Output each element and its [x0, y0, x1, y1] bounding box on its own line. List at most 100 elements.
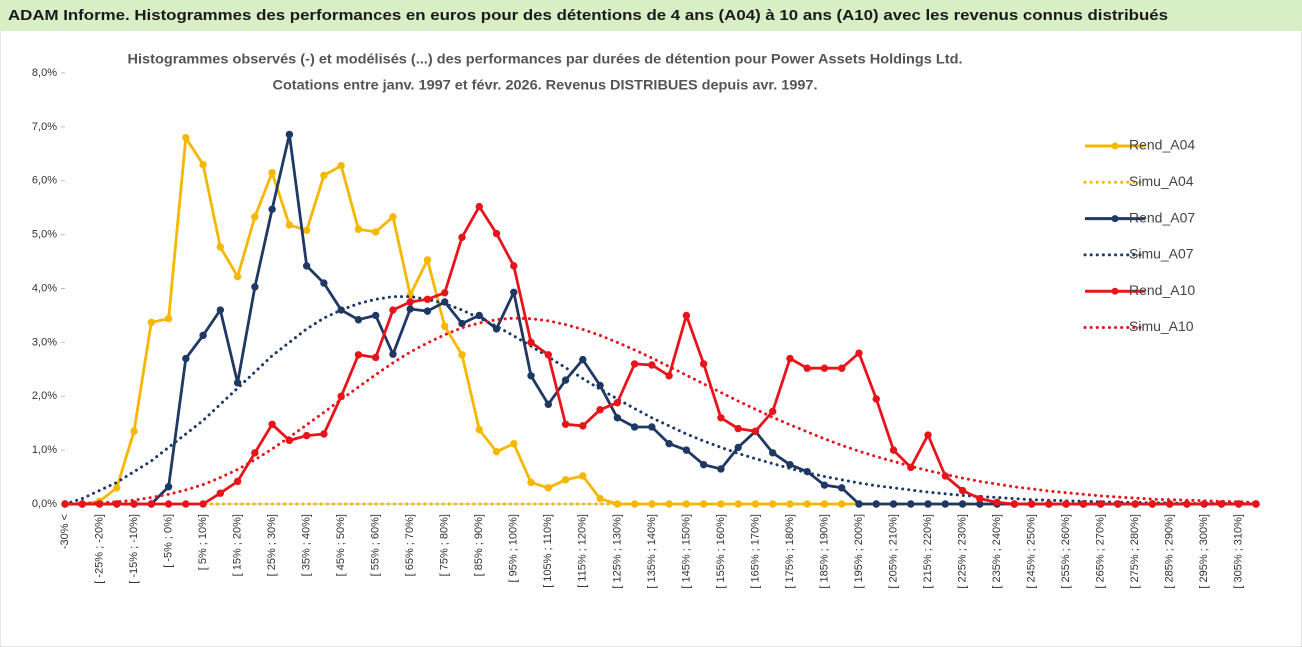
x-tick-label: [ 285% ; 290%] — [1164, 514, 1176, 589]
data-point — [492, 448, 501, 456]
data-point — [475, 202, 483, 211]
legend-label: Simu_A04 — [1129, 173, 1194, 189]
data-point — [371, 353, 380, 362]
data-point — [527, 478, 535, 487]
data-point — [216, 243, 225, 251]
x-tick-label: [ 5% ; 10%] — [197, 514, 209, 570]
data-point — [1183, 500, 1191, 508]
data-point — [648, 423, 656, 431]
data-point — [285, 130, 294, 139]
x-tick-label: [ 125% ; 130%] — [611, 514, 623, 589]
data-point — [147, 318, 156, 327]
data-point — [561, 376, 570, 384]
data-point — [389, 213, 397, 221]
data-point — [596, 406, 604, 414]
data-point — [855, 349, 863, 357]
data-point — [406, 305, 414, 313]
data-point — [872, 500, 880, 508]
data-point — [1165, 500, 1174, 508]
data-point — [820, 481, 829, 489]
data-point — [803, 364, 811, 372]
x-tick-label: [ 175% ; 180%] — [784, 514, 796, 589]
x-tick-label: [ -25% ; -20%] — [93, 514, 105, 584]
data-point — [441, 322, 449, 330]
y-tick-label: 8,0% — [32, 67, 57, 79]
data-point — [389, 350, 397, 358]
chart-title: Histogrammes observés (-) et modélisés (… — [128, 51, 963, 67]
data-point — [371, 228, 380, 236]
data-point — [130, 427, 138, 435]
data-point — [320, 430, 328, 438]
data-point — [1045, 500, 1053, 508]
data-point — [544, 484, 553, 492]
x-tick-label: [ 205% ; 210%] — [887, 514, 899, 589]
data-point — [268, 168, 276, 177]
data-point — [786, 354, 794, 363]
x-tick-label: [ 275% ; 280%] — [1129, 514, 1141, 589]
data-point — [199, 331, 207, 340]
legend-marker — [1111, 287, 1119, 295]
y-tick-label: 0,0% — [32, 498, 57, 510]
data-point — [734, 443, 742, 452]
data-point — [630, 360, 639, 368]
x-tick-label: [ 75% ; 80%] — [439, 514, 451, 576]
data-point — [320, 279, 328, 287]
data-point — [182, 500, 190, 508]
data-point — [147, 500, 156, 508]
data-point — [113, 484, 121, 492]
legend-label: Simu_A10 — [1129, 318, 1194, 334]
data-point — [285, 221, 294, 229]
data-point — [406, 298, 414, 306]
data-point — [164, 500, 173, 508]
y-tick-label: 6,0% — [32, 175, 57, 187]
data-point — [233, 272, 242, 281]
data-point — [941, 500, 950, 508]
data-point — [820, 364, 829, 372]
data-point — [1062, 500, 1070, 508]
data-point — [699, 360, 708, 368]
series-line — [65, 205, 1256, 506]
x-tick-label: [ 115% ; 120%] — [577, 514, 589, 588]
data-point — [527, 372, 535, 380]
x-tick-label: [ 45% ; 50%] — [335, 514, 347, 576]
data-point — [475, 425, 483, 434]
data-point — [838, 484, 846, 492]
data-point — [423, 295, 432, 303]
data-point — [924, 500, 932, 508]
data-point — [786, 460, 794, 469]
data-point — [164, 483, 173, 491]
data-point — [233, 477, 242, 486]
data-point — [423, 256, 432, 264]
data-point — [510, 288, 518, 296]
data-point — [561, 476, 570, 484]
data-point — [596, 494, 604, 503]
data-point — [579, 472, 587, 480]
x-tick-label: [ 255% ; 260%] — [1060, 514, 1072, 589]
data-point — [389, 306, 397, 314]
data-point — [717, 414, 725, 422]
data-point — [1096, 500, 1105, 508]
legend-label: Simu_A07 — [1129, 246, 1194, 262]
legend-label: Rend_A07 — [1129, 209, 1195, 225]
data-point — [682, 446, 691, 454]
data-point — [579, 422, 587, 430]
y-tick-label: 2,0% — [32, 390, 57, 402]
data-point — [561, 420, 570, 428]
series-line — [63, 295, 1258, 506]
data-point — [682, 311, 691, 320]
data-point — [1027, 500, 1036, 508]
x-tick-label: -30% < — [59, 514, 71, 549]
data-point — [768, 407, 777, 416]
y-tick-label: 3,0% — [32, 336, 57, 348]
x-tick-label: [ 215% ; 220%] — [922, 514, 934, 589]
legend-marker — [1111, 215, 1119, 223]
data-point — [630, 423, 639, 431]
data-point — [648, 361, 656, 369]
data-point — [302, 431, 311, 440]
data-point — [354, 351, 363, 359]
x-tick-label: [ 55% ; 60%] — [370, 514, 382, 576]
x-tick-label: [ -15% ; -10%] — [128, 514, 140, 584]
data-point — [889, 500, 898, 508]
data-point — [768, 449, 777, 457]
data-point — [924, 431, 932, 439]
